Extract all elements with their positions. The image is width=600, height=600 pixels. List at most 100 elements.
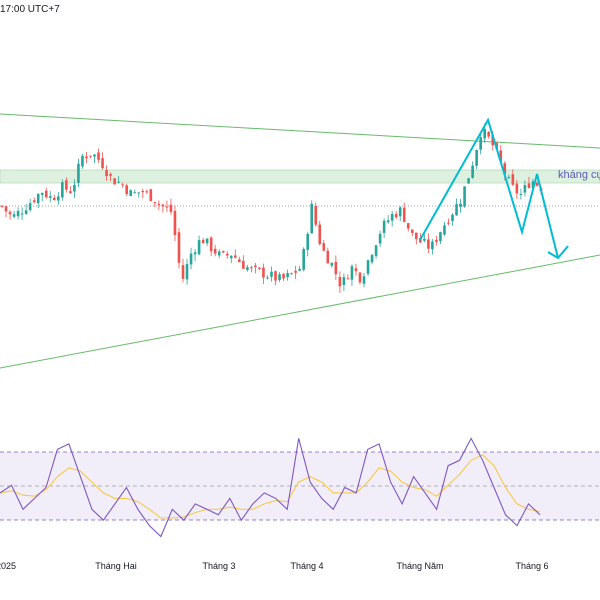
candle-body[interactable] [141,191,145,193]
candle-body[interactable] [479,137,482,150]
candle-body[interactable] [40,192,44,195]
candle-body[interactable] [286,273,289,278]
candle-body[interactable] [85,156,88,159]
candle-body[interactable] [52,197,56,201]
candle-body[interactable] [435,239,438,242]
candle-body[interactable] [523,185,527,193]
candle-body[interactable] [113,178,116,185]
candle-body[interactable] [386,220,390,223]
candle-body[interactable] [149,189,153,202]
candle-body[interactable] [205,238,209,244]
candle-body[interactable] [370,254,374,263]
candle-body[interactable] [314,205,318,225]
candle-body[interactable] [402,207,406,222]
candle-body[interactable] [221,251,225,253]
candle-body[interactable] [117,181,120,183]
candle-body[interactable] [511,174,515,185]
candle-body[interactable] [342,277,346,285]
candle-body[interactable] [507,176,511,178]
candle-body[interactable] [451,214,454,221]
candle-body[interactable] [302,248,305,270]
candle-body[interactable] [326,250,330,264]
candle-body[interactable] [145,191,149,193]
candle-body[interactable] [105,170,108,177]
candle-body[interactable] [374,245,378,256]
candle-body[interactable] [197,240,201,255]
candle-body[interactable] [250,267,253,269]
candle-body[interactable] [173,210,177,236]
candle-body[interactable] [238,259,241,263]
candle-body[interactable] [89,155,92,157]
candle-body[interactable] [242,260,245,269]
candle-body[interactable] [121,184,124,186]
candle-body[interactable] [427,239,430,249]
candle-body[interactable] [129,190,133,197]
candle-body[interactable] [483,129,486,139]
candle-body[interactable] [346,278,350,280]
candle-body[interactable] [24,210,28,214]
candle-body[interactable] [157,203,161,205]
candle-body[interactable] [266,277,269,279]
candle-body[interactable] [415,232,418,240]
candle-body[interactable] [439,232,442,242]
candle-body[interactable] [209,237,213,252]
candle-body[interactable] [229,255,233,259]
candle-body[interactable] [101,158,104,169]
candle-body[interactable] [274,271,277,281]
candle-body[interactable] [36,194,40,204]
candle-body[interactable] [8,211,12,215]
candle-body[interactable] [330,262,334,266]
candle-body[interactable] [125,185,128,194]
candle-body[interactable] [189,253,193,265]
candle-body[interactable] [394,213,398,218]
candle-body[interactable] [278,274,281,280]
candle-body[interactable] [350,266,354,280]
candle-body[interactable] [535,182,539,186]
candle-body[interactable] [503,163,507,175]
candle-body[interactable] [318,224,322,245]
candle-body[interactable] [378,233,382,244]
candle-body[interactable] [69,191,72,194]
candle-body[interactable] [294,270,297,273]
candle-body[interactable] [193,252,197,255]
candle-body[interactable] [109,173,112,176]
candle-body[interactable] [463,186,466,207]
candle-body[interactable] [322,243,326,251]
candle-body[interactable] [443,225,446,235]
candle-body[interactable] [185,264,189,280]
candle-body[interactable] [233,255,237,258]
candle-body[interactable] [491,135,495,146]
candle-body[interactable] [290,273,293,275]
candle-body[interactable] [165,206,169,208]
candle-body[interactable] [32,200,36,203]
candle-body[interactable] [354,268,358,272]
candle-body[interactable] [133,192,137,194]
candle-body[interactable] [77,163,80,183]
candle-body[interactable] [217,251,221,256]
candle-body[interactable] [338,277,342,287]
candle-body[interactable] [262,267,265,278]
candle-body[interactable] [57,196,60,201]
candle-body[interactable] [410,229,414,233]
candle-body[interactable] [390,213,394,221]
candle-body[interactable] [282,273,285,279]
candle-body[interactable] [177,232,181,263]
candle-body[interactable] [201,239,205,244]
candle-body[interactable] [20,213,24,215]
candle-body[interactable] [455,204,458,216]
candle-body[interactable] [447,222,450,224]
candle-body[interactable] [254,265,257,268]
upper-trendline[interactable] [0,113,600,149]
candle-body[interactable] [225,253,229,256]
candle-body[interactable] [334,261,338,275]
candle-body[interactable] [4,206,8,212]
candle-body[interactable] [81,155,84,167]
candle-body[interactable] [28,203,32,211]
double-top-pattern[interactable] [419,117,559,259]
candle-body[interactable] [366,260,370,274]
candle-body[interactable] [306,234,310,250]
candle-body[interactable] [153,202,157,204]
candle-body[interactable] [169,204,173,212]
candle-body[interactable] [310,203,314,234]
